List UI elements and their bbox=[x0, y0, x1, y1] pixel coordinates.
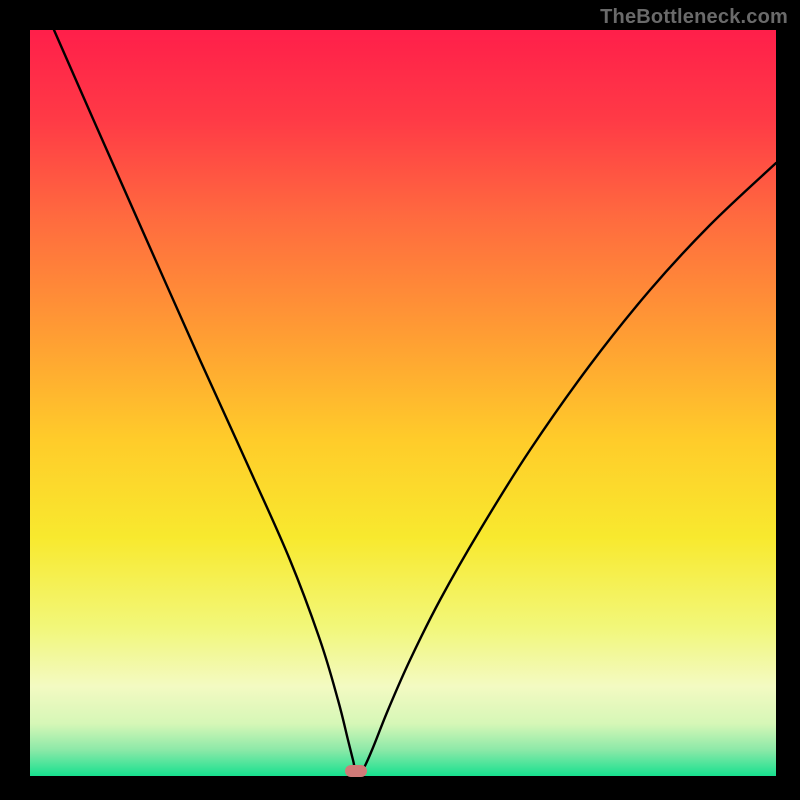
minimum-marker bbox=[345, 765, 367, 777]
chart-container: TheBottleneck.com bbox=[0, 0, 800, 800]
plot-area bbox=[30, 30, 776, 776]
chart-svg bbox=[0, 0, 800, 800]
watermark-text: TheBottleneck.com bbox=[600, 6, 788, 29]
